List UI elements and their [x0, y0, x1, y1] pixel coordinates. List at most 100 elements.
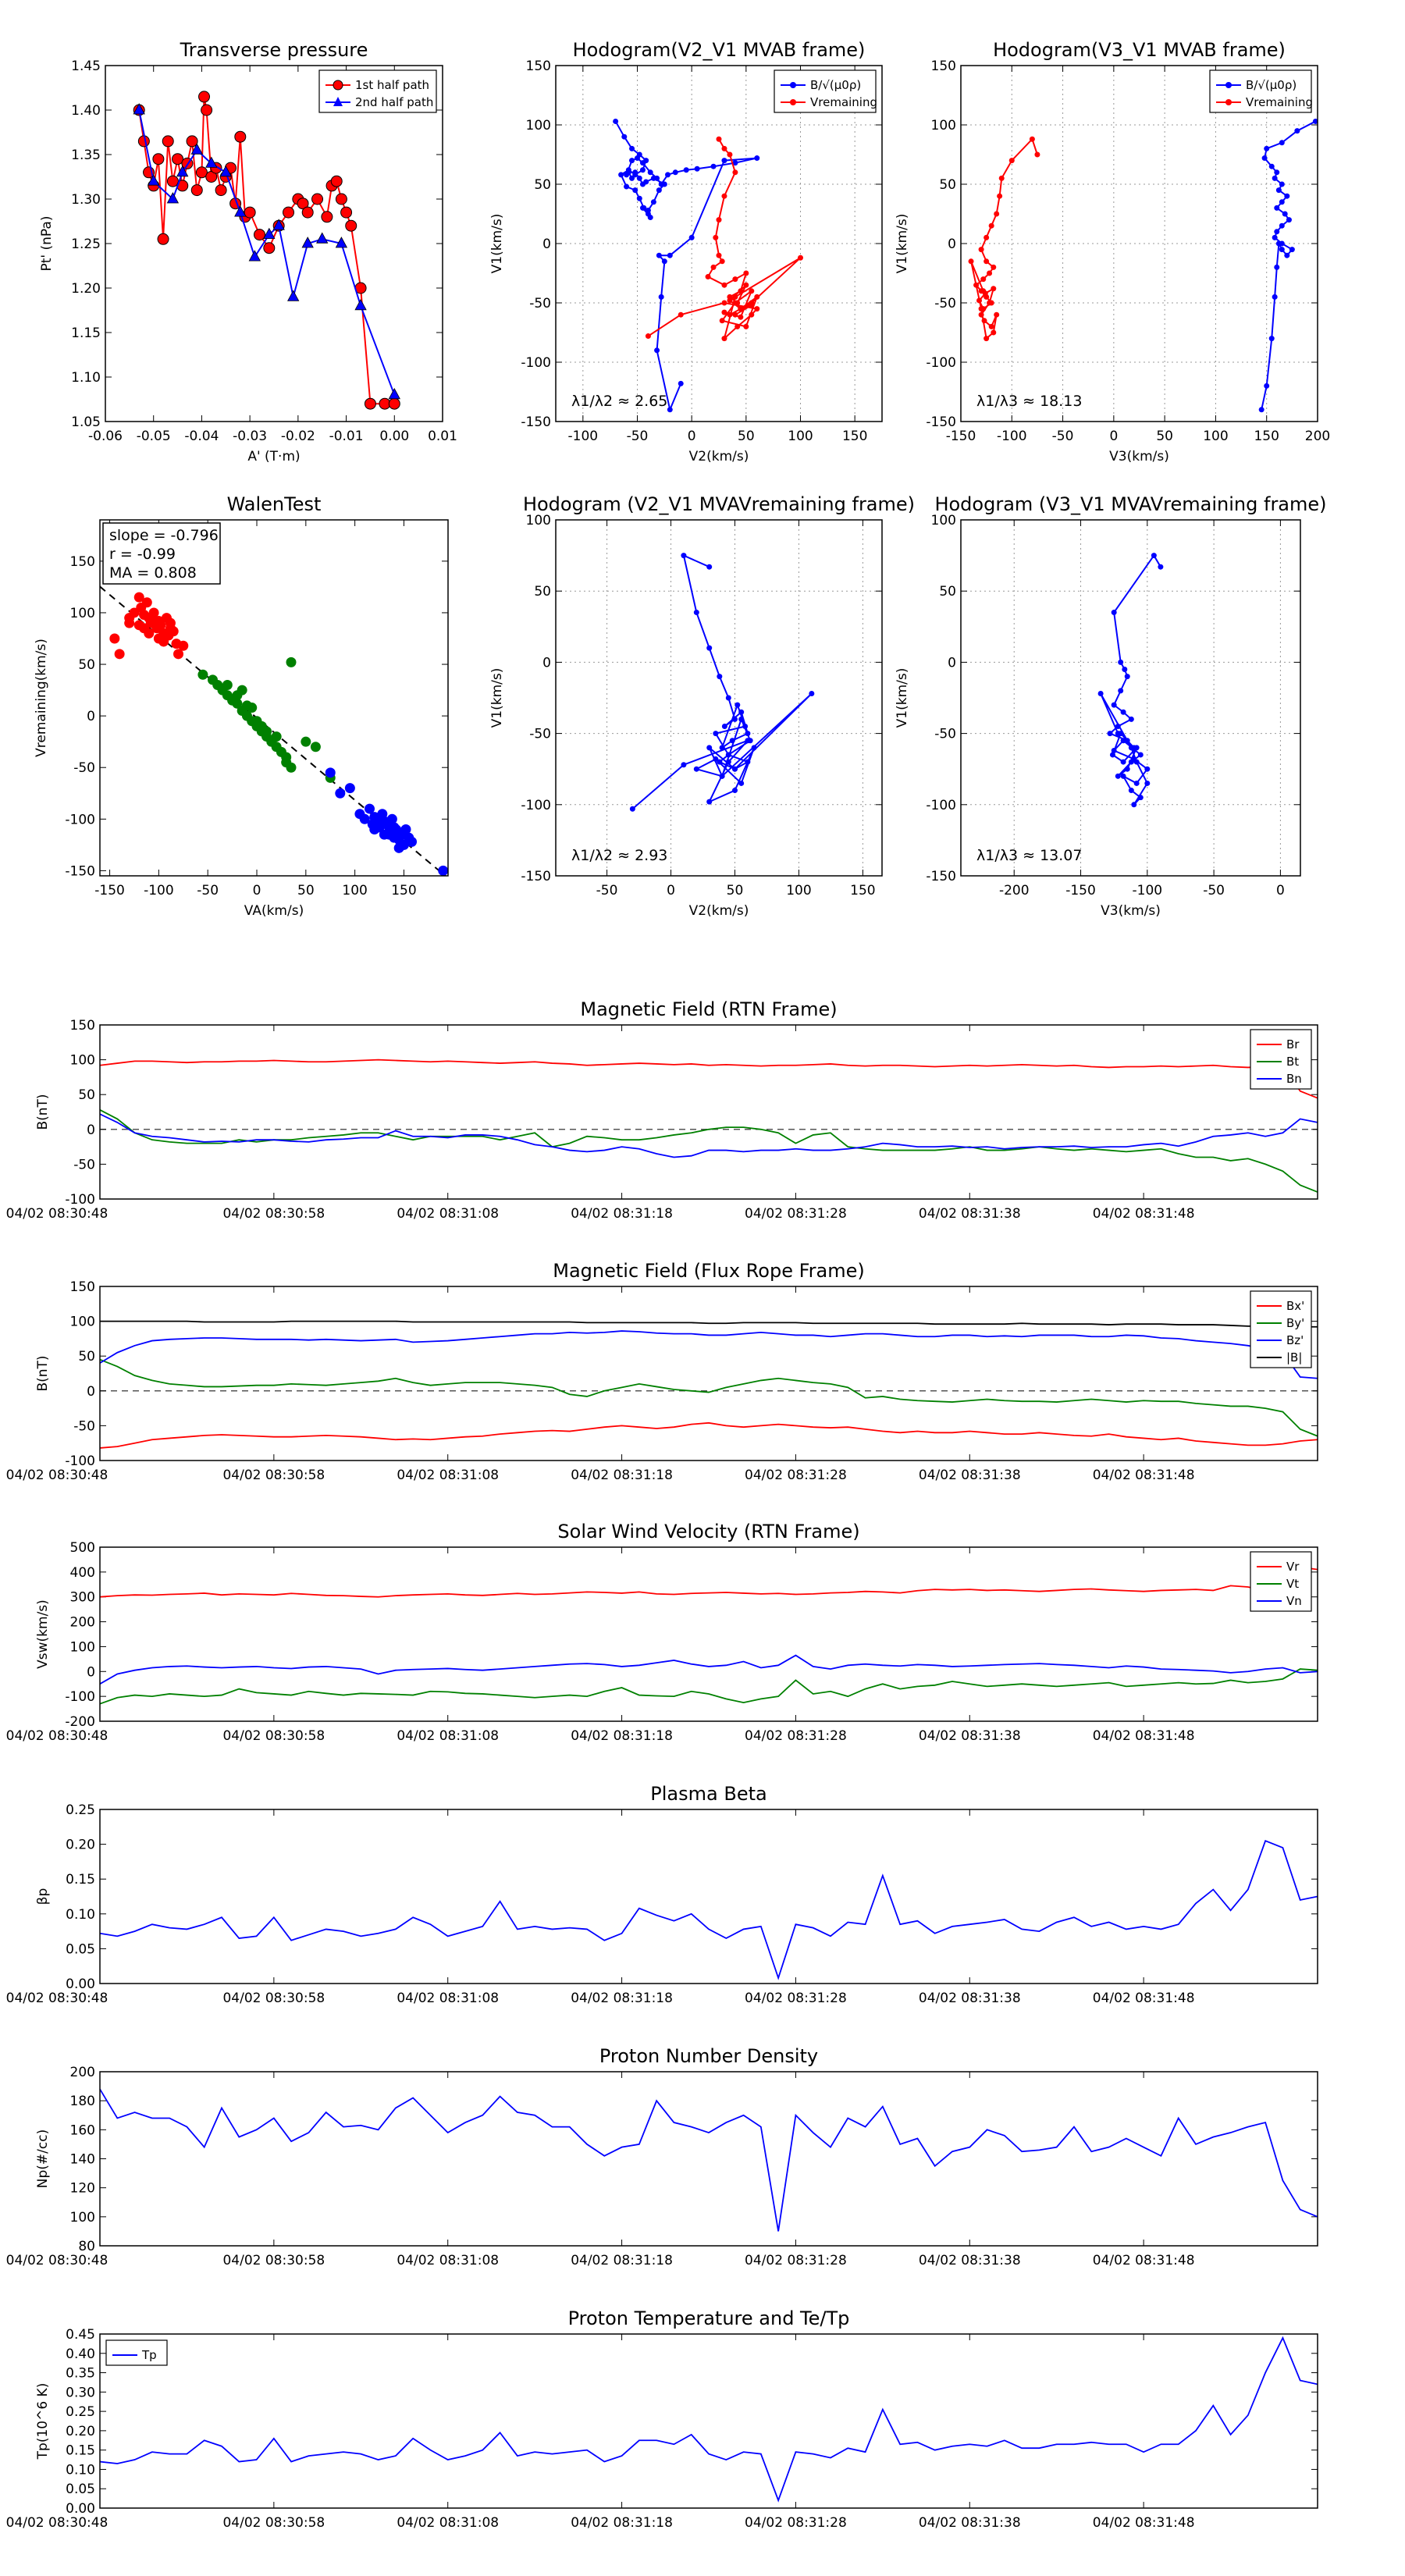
beta-ytick-label: 0.15: [66, 1872, 95, 1888]
vsw-legend-label: Vn: [1286, 1594, 1302, 1608]
hodo3-series-vremaining-point: [713, 731, 719, 737]
hodo1-series-b-0--point: [639, 160, 646, 166]
bflux-xtick-label: 04/02 08:31:08: [397, 1468, 499, 1483]
hodo2-series-vremaining-point: [991, 329, 997, 336]
hodo1-series-b-0--point: [683, 167, 689, 173]
hodo4-series-vremaining-point: [1133, 745, 1140, 751]
bflux-title: Magnetic Field (Flux Rope Frame): [553, 1260, 864, 1282]
walen-xlabel: VA(km/s): [244, 903, 304, 919]
vsw-ytick-label: 200: [70, 1615, 95, 1631]
hodo3-annotation: λ1/λ2 ≈ 2.93: [571, 847, 667, 864]
hodo3-series-vremaining-point: [745, 738, 751, 744]
hodo4-series-vremaining-point: [1133, 780, 1140, 786]
bflux-frame: [99, 1286, 1318, 1461]
hodo1-series-b-0--point: [650, 199, 656, 205]
np-xtick-label: 04/02 08:31:18: [571, 2253, 673, 2268]
hodo2-series-b-0--point: [1268, 336, 1275, 342]
hodo2-series-b-0--point: [1274, 264, 1280, 270]
hodo2-series-b-0--point: [1268, 163, 1275, 169]
hodo1-series-b-0--point: [639, 181, 646, 187]
pt-series-1st-half-path-point: [301, 206, 314, 219]
vsw-ytick-label: 100: [70, 1639, 95, 1655]
hodo1-series-b-0--point: [624, 172, 630, 178]
walen-series-group-blue-point: [359, 813, 370, 824]
hodo3-series-vremaining-point: [717, 674, 723, 680]
walen-series-group-red-point: [158, 636, 169, 647]
np-ytick-label: 200: [70, 2065, 95, 2080]
walen-series-group-green-point: [301, 736, 311, 747]
walen-series-group-red-point: [141, 597, 152, 608]
np-xtick-label: 04/02 08:31:48: [1093, 2253, 1195, 2268]
hodo4-xtick-label: -200: [999, 883, 1030, 898]
hodo3-series-vremaining-point: [731, 788, 738, 794]
hodo1-series-vremaining-point: [721, 145, 727, 151]
hodo2-series-b-0--point: [1274, 205, 1280, 211]
bflux-xtick-label: 04/02 08:31:48: [1093, 1468, 1195, 1483]
hodo2-ytick-label: -50: [934, 296, 956, 311]
hodo4-series-vremaining-point: [1131, 802, 1137, 808]
hodo3-series-vremaining-point: [725, 752, 731, 758]
hodo1-series-vremaining-point: [719, 318, 725, 324]
walen-series-group-green-point: [232, 698, 243, 709]
hodo4-series-vremaining-point: [1137, 752, 1144, 758]
walen-series-group-blue-point: [325, 767, 336, 778]
hodo2-frame: [960, 65, 1318, 422]
hodo3-data: [629, 553, 815, 812]
hodo3-series-vremaining-point: [717, 759, 723, 765]
hodo4-series-vremaining-point: [1124, 738, 1130, 744]
brtn-ytick-label: -50: [73, 1157, 95, 1172]
brtn-ytick-label: 100: [70, 1053, 95, 1069]
np-ytick-label: 100: [70, 2210, 95, 2226]
walen-series-group-red-point: [139, 623, 150, 634]
tp-data: [100, 2336, 1318, 2503]
beta-ytick-label: 0.00: [66, 1976, 95, 1992]
brtn-ytick-label: 0: [87, 1123, 95, 1138]
hodo2-xtick-label: 50: [1156, 429, 1173, 444]
hodo4-series-vremaining-point: [1133, 759, 1140, 765]
beta-ylabel: βp: [35, 1888, 51, 1905]
hodo1-series-vremaining-point: [721, 193, 727, 199]
bflux-ylabel: B(nT): [35, 1355, 51, 1391]
hodo4-series-vremaining-point: [1128, 788, 1134, 794]
hodo3-ytick-label: -100: [521, 798, 551, 813]
hodo4-series-vremaining-point: [1111, 610, 1117, 616]
hodo1-series-vremaining-point: [754, 294, 760, 300]
beta-xtick-label: 04/02 08:31:38: [919, 1991, 1021, 2006]
hodo1-series-vremaining-point: [710, 264, 717, 270]
hodo2-series-b-0--point: [1279, 140, 1285, 146]
hodo3-series-vremaining-point: [742, 723, 749, 729]
hodo2-series-vremaining-point: [980, 288, 987, 294]
np-ytick-label: 120: [70, 2181, 95, 2197]
brtn-xtick-label: 04/02 08:31:48: [1093, 1206, 1195, 1222]
hodo2-series-b-0--point: [1312, 118, 1318, 124]
walen-xtick-label: -150: [94, 883, 125, 898]
tp-frame: [99, 2333, 1318, 2509]
beta-xtick-label: 04/02 08:31:18: [571, 1991, 673, 2006]
hodo3-ylabel: V1(km/s): [489, 668, 505, 728]
hodo3-series-vremaining-point: [713, 756, 719, 762]
walen-series-group-blue-point: [369, 812, 380, 823]
np-xtick-label: 04/02 08:31:38: [919, 2253, 1021, 2268]
hodo1-series-vremaining-point: [678, 311, 684, 318]
hodo1-series-vremaining-point: [754, 306, 760, 312]
walen-series-group-blue-point: [407, 836, 418, 847]
walen-series-group-green-point: [247, 703, 258, 713]
hodo1-legend-box: [774, 69, 877, 113]
pt-series-1st-half-path-point: [172, 153, 184, 165]
hodo1-series-b-0--point: [688, 234, 695, 240]
hodo2-xtick-label: -50: [1052, 429, 1074, 444]
hodo1-series-vremaining-point: [705, 274, 711, 280]
hodo1-series-b-0--point: [710, 163, 717, 169]
tp-ytick-label: 0.05: [66, 2482, 95, 2497]
hodo2-series-vremaining-point: [994, 311, 1000, 318]
hodo1-series-vremaining-point: [716, 252, 722, 258]
hodo1-xtick-label: 100: [788, 429, 813, 444]
hodo1-series-b-0--point: [629, 158, 635, 164]
hodo1-series-b-0--point: [613, 118, 619, 124]
walen-ytick-label: 100: [70, 606, 95, 621]
walen-series-group-red-point: [133, 592, 144, 603]
hodo1-series-vremaining-point: [727, 297, 733, 304]
hodo3-series-vremaining-point: [706, 564, 713, 570]
tp-ytick-label: 0.45: [66, 2327, 95, 2343]
hodo1-series-b-0--point: [678, 380, 684, 386]
